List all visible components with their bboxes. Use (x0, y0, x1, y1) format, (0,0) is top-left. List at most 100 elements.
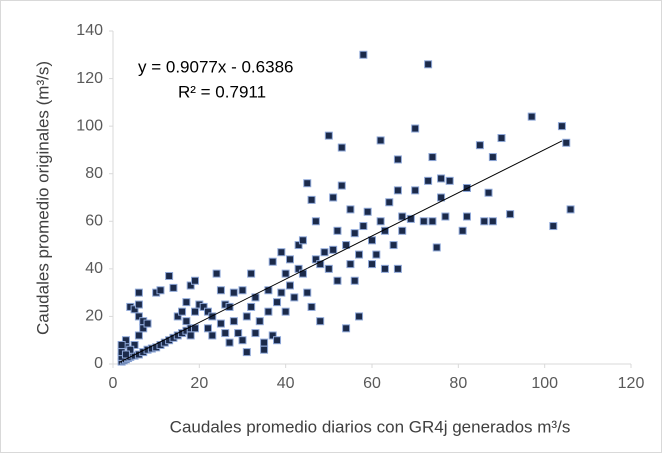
point (186, 331, 195, 340)
point (242, 312, 251, 321)
point (445, 176, 454, 185)
point (191, 307, 200, 316)
point (406, 214, 415, 223)
r-squared: R² = 0.7911 (178, 82, 266, 101)
point (242, 348, 251, 357)
point (311, 255, 320, 264)
point (428, 217, 437, 226)
point (480, 217, 489, 226)
point (294, 241, 303, 250)
point (117, 340, 126, 349)
point (260, 338, 269, 347)
point (562, 138, 571, 147)
point (316, 317, 325, 326)
point (134, 331, 143, 340)
point (506, 210, 515, 219)
point (156, 286, 165, 295)
x-axis-label: Caudales promedio diarios con GR4j gener… (170, 417, 571, 436)
point (290, 293, 299, 302)
point (346, 260, 355, 269)
point (359, 222, 368, 231)
point (303, 288, 312, 297)
point (398, 212, 407, 221)
point (203, 307, 212, 316)
x-tick-label: 120 (618, 375, 645, 392)
point (376, 136, 385, 145)
point (247, 269, 256, 278)
point (121, 350, 130, 359)
point (126, 345, 135, 354)
point (298, 269, 307, 278)
point (411, 186, 420, 195)
point (139, 324, 148, 333)
x-tick-label: 40 (277, 375, 295, 392)
x-tick-label: 0 (109, 375, 118, 392)
point (324, 131, 333, 140)
point (281, 307, 290, 316)
point (178, 307, 187, 316)
point (143, 319, 152, 328)
point (557, 122, 566, 131)
point (393, 186, 402, 195)
point (441, 212, 450, 221)
point (216, 286, 225, 295)
point (234, 329, 243, 338)
x-tick-label: 20 (190, 375, 208, 392)
point (238, 336, 247, 345)
point (169, 283, 178, 292)
point (419, 217, 428, 226)
point (130, 340, 139, 349)
equation: y = 0.9077x - 0.6386 (138, 57, 293, 76)
point (182, 298, 191, 307)
y-tick-label: 20 (85, 308, 103, 325)
point (385, 198, 394, 207)
point (307, 195, 316, 204)
point (273, 336, 282, 345)
point (363, 207, 372, 216)
point (566, 205, 575, 214)
x-tick-label: 100 (531, 375, 558, 392)
point (273, 298, 282, 307)
point (307, 302, 316, 311)
point (333, 276, 342, 285)
point (134, 288, 143, 297)
point (229, 288, 238, 297)
point (333, 226, 342, 235)
point (527, 112, 536, 121)
point (255, 317, 264, 326)
point (130, 305, 139, 314)
point (277, 288, 286, 297)
y-tick-label: 120 (76, 70, 103, 87)
point (424, 176, 433, 185)
point (329, 245, 338, 254)
y-tick-label: 40 (85, 260, 103, 277)
point (216, 319, 225, 328)
point (432, 243, 441, 252)
point (411, 124, 420, 133)
x-tick-label: 60 (363, 375, 381, 392)
point (277, 248, 286, 257)
point (355, 312, 364, 321)
point (393, 264, 402, 273)
point (229, 317, 238, 326)
point (134, 312, 143, 321)
point (350, 276, 359, 285)
point (165, 271, 174, 280)
point (298, 236, 307, 245)
point (424, 60, 433, 69)
point (238, 286, 247, 295)
point (285, 255, 294, 264)
point (355, 250, 364, 259)
point (121, 336, 130, 345)
point (337, 181, 346, 190)
point (173, 312, 182, 321)
point (368, 260, 376, 269)
point (208, 312, 217, 321)
point (368, 236, 376, 245)
point (484, 188, 493, 197)
point (497, 134, 506, 143)
point (225, 338, 234, 347)
point (251, 329, 260, 338)
point (264, 286, 273, 295)
